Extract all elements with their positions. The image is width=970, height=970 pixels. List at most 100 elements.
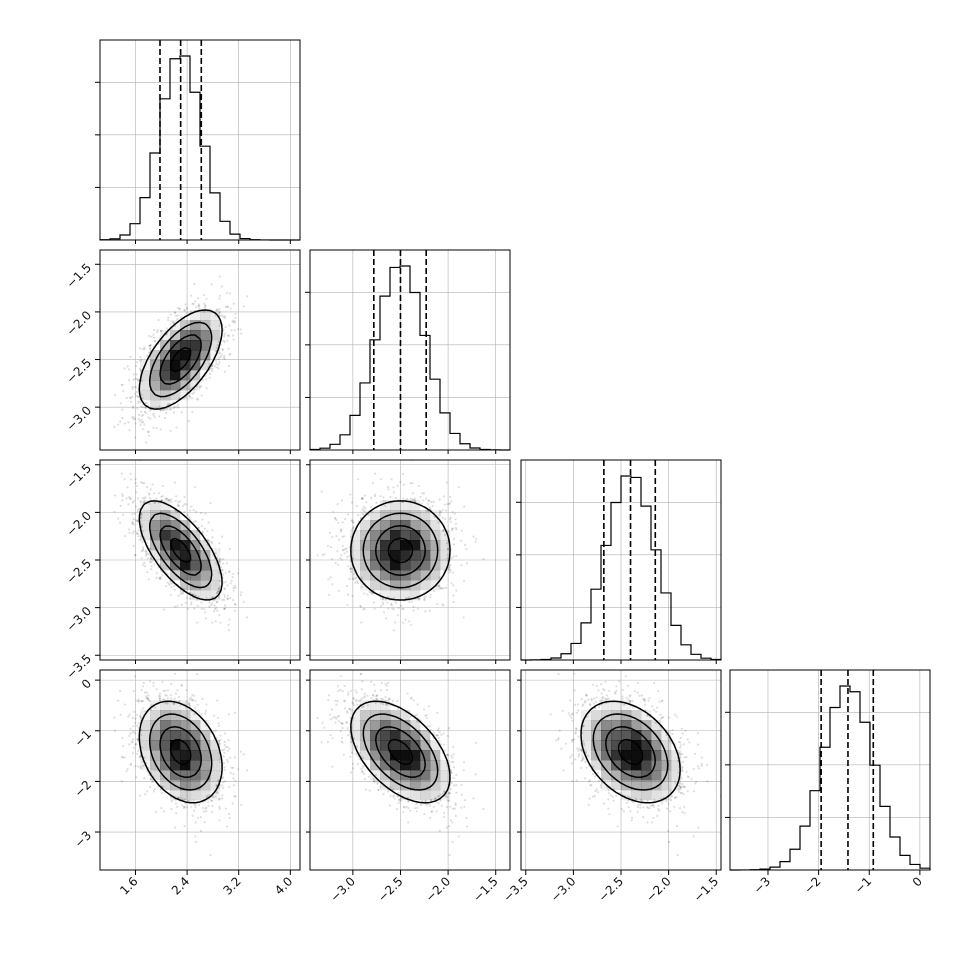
scatter-point <box>679 736 682 740</box>
scatter-point <box>175 812 178 815</box>
scatter-point <box>191 814 194 818</box>
scatter-point <box>407 796 410 799</box>
scatter-point <box>201 530 204 533</box>
scatter-point <box>180 411 183 414</box>
scatter-point <box>148 344 152 348</box>
scatter-point <box>347 734 350 737</box>
scatter-point <box>143 346 146 349</box>
scatter-point <box>647 806 650 810</box>
scatter-point <box>577 735 580 738</box>
scatter-point <box>113 510 116 513</box>
scatter-point <box>384 683 387 686</box>
panel-content <box>549 672 721 857</box>
scatter-point <box>437 802 440 805</box>
scatter-point <box>218 819 221 822</box>
scatter-point <box>407 799 410 803</box>
scatter-point <box>595 696 598 699</box>
scatter-point <box>197 297 200 300</box>
scatter-point <box>150 557 153 560</box>
density-cell <box>390 560 401 571</box>
density-cell <box>140 530 151 541</box>
scatter-point <box>389 496 392 499</box>
scatter-point <box>212 599 215 602</box>
scatter-point <box>140 523 143 527</box>
density-cell <box>190 380 201 391</box>
scatter-point <box>463 579 466 582</box>
density-cell <box>390 720 401 731</box>
scatter-point <box>450 781 453 785</box>
scatter-point <box>155 576 158 580</box>
scatter-point <box>669 790 672 794</box>
scatter-point <box>239 328 242 331</box>
scatter-point <box>160 791 163 794</box>
scatter-point <box>133 710 136 713</box>
scatter-point <box>136 407 139 410</box>
scatter-point <box>347 693 350 696</box>
scatter-point <box>137 532 140 536</box>
scatter-point <box>172 703 175 706</box>
scatter-point <box>413 499 416 502</box>
scatter-point <box>143 497 146 500</box>
scatter-point <box>616 825 619 828</box>
scatter-point <box>127 421 130 424</box>
scatter-point <box>218 324 221 328</box>
scatter-point <box>457 835 460 838</box>
scatter-point <box>177 500 180 504</box>
scatter-point <box>134 386 137 389</box>
scatter-point <box>448 571 451 574</box>
scatter-point <box>136 361 139 364</box>
scatter-point <box>140 421 143 424</box>
panel-frame <box>309 249 511 451</box>
density-cell <box>581 750 592 761</box>
density-cell <box>150 770 161 781</box>
scatter-point <box>134 392 137 395</box>
scatter-point <box>440 804 443 807</box>
scatter-point <box>161 484 164 487</box>
scatter-point <box>615 689 618 693</box>
scatter-point <box>350 535 353 538</box>
scatter-point <box>357 700 360 703</box>
scatter-point <box>336 503 339 506</box>
scatter-point <box>402 811 405 814</box>
scatter-point <box>474 773 477 776</box>
scatter-point <box>142 699 145 703</box>
density-cell <box>210 790 221 801</box>
scatter-point <box>226 305 229 308</box>
density-cell <box>170 760 181 771</box>
scatter-point <box>451 807 455 810</box>
scatter-point <box>227 629 230 632</box>
scatter-point <box>435 810 438 813</box>
density-cell <box>390 580 401 591</box>
contour-level-0 <box>617 738 644 766</box>
scatter-point <box>628 701 632 704</box>
scatter-point <box>128 379 131 382</box>
scatter-point <box>389 786 392 789</box>
scatter-point <box>184 601 187 604</box>
scatter-point <box>218 761 222 764</box>
scatter-point <box>403 806 406 809</box>
scatter-point <box>628 700 631 703</box>
scatter-point <box>439 510 443 514</box>
scatter-point <box>560 747 563 750</box>
scatter-point <box>169 694 172 697</box>
scatter-point <box>446 735 449 738</box>
scatter-point <box>384 699 387 702</box>
density-cell <box>601 750 612 761</box>
scatter-point <box>128 496 131 499</box>
scatter-point <box>427 705 431 708</box>
contour-level-0 <box>387 738 414 766</box>
scatter-point <box>334 561 337 565</box>
scatter-point <box>213 714 216 717</box>
scatter-point <box>147 578 150 581</box>
scatter-point <box>224 780 227 783</box>
scatter-point <box>227 347 230 350</box>
scatter-point <box>165 407 168 410</box>
scatter-point <box>356 580 359 583</box>
scatter-point <box>328 713 331 716</box>
scatter-point <box>360 621 363 624</box>
scatter-point <box>570 754 574 757</box>
scatter-point <box>402 497 405 500</box>
scatter-point <box>128 531 131 534</box>
scatter-point <box>165 694 168 697</box>
scatter-point <box>656 706 659 709</box>
